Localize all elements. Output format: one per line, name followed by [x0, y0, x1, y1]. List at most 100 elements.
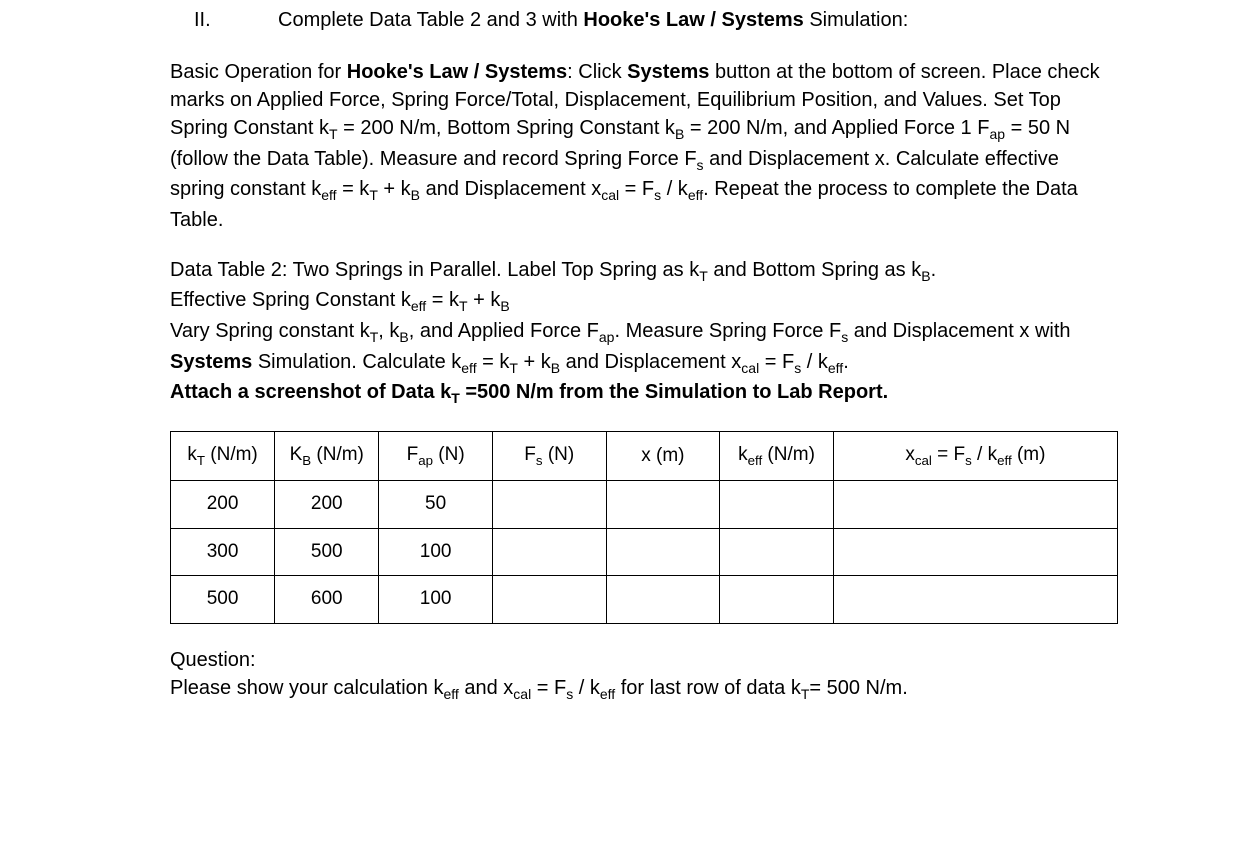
sub: cal: [601, 187, 619, 203]
sub: eff: [321, 187, 336, 203]
t: = k: [477, 351, 510, 373]
sub: T: [369, 187, 378, 203]
cell-kt: 300: [171, 528, 275, 576]
sub: T: [370, 329, 379, 345]
t: Systems: [627, 61, 709, 83]
t: (N): [433, 444, 465, 465]
sub: B: [551, 360, 560, 376]
t: Data Table 2: Two Springs in Parallel. L…: [170, 259, 699, 281]
t: = F: [531, 677, 566, 699]
sub: eff: [461, 360, 476, 376]
t: + k: [468, 289, 501, 311]
t: F: [407, 444, 419, 465]
t: Basic Operation for: [170, 61, 347, 83]
section-title: Complete Data Table 2 and 3 with Hooke's…: [278, 6, 908, 34]
sub: s: [536, 453, 543, 468]
t: / k: [801, 351, 828, 373]
cell-fap: 50: [379, 481, 493, 529]
t: = 500 N/m.: [809, 677, 907, 699]
t: Hooke's Law / Systems: [347, 61, 567, 83]
sub: eff: [600, 686, 615, 702]
sub: B: [921, 268, 930, 284]
table-row: 300 500 100: [171, 528, 1118, 576]
cell-kt: 200: [171, 481, 275, 529]
sub: eff: [688, 187, 703, 203]
title-pre: Complete Data Table 2 and 3 with: [278, 9, 583, 31]
cell-x: [606, 576, 720, 624]
col-header-kb: KB (N/m): [275, 431, 379, 480]
t: + k: [518, 351, 551, 373]
sub: s: [697, 157, 704, 173]
t: for last row of data k: [615, 677, 801, 699]
t: / k: [661, 178, 688, 200]
table-body: 200 200 50 300 500 100 500 600 100: [171, 481, 1118, 624]
t: = F: [759, 351, 794, 373]
sub: eff: [828, 360, 843, 376]
t: Simulation. Calculate k: [252, 351, 461, 373]
question-block: Question: Please show your calculation k…: [170, 646, 1118, 705]
t: Please show your calculation k: [170, 677, 443, 699]
t: = 200 N/m, Bottom Spring Constant k: [338, 117, 675, 139]
section-header: II. Complete Data Table 2 and 3 with Hoo…: [170, 6, 1118, 34]
data-table-2: kT (N/m) KB (N/m) Fap (N) Fs (N) x (m) k…: [170, 431, 1118, 624]
paragraph-data-table-2: Data Table 2: Two Springs in Parallel. L…: [170, 256, 1118, 409]
cell-fap: 100: [379, 576, 493, 624]
t: = k: [337, 178, 370, 200]
cell-xcal: [833, 576, 1117, 624]
t: and Displacement x with: [848, 320, 1070, 342]
t: , k: [378, 320, 399, 342]
t: F: [524, 444, 536, 465]
cell-fs: [492, 481, 606, 529]
sub: B: [500, 298, 509, 314]
question-label: Question:: [170, 649, 256, 671]
sub: T: [451, 390, 460, 406]
t: , and Applied Force F: [409, 320, 599, 342]
cell-kb: 200: [275, 481, 379, 529]
sub: cal: [915, 453, 932, 468]
t: x: [905, 444, 915, 465]
col-header-x: x (m): [606, 431, 720, 480]
table-header-row: kT (N/m) KB (N/m) Fap (N) Fs (N) x (m) k…: [171, 431, 1118, 480]
sub: T: [329, 126, 338, 142]
t: = F: [932, 444, 965, 465]
sub: T: [459, 298, 468, 314]
cell-kb: 600: [275, 576, 379, 624]
sub: B: [675, 126, 684, 142]
cell-kb: 500: [275, 528, 379, 576]
col-header-fs: Fs (N): [492, 431, 606, 480]
t: (N/m): [205, 444, 258, 465]
col-header-kt: kT (N/m): [171, 431, 275, 480]
t: .: [843, 351, 849, 373]
t: / k: [972, 444, 997, 465]
sub: eff: [443, 686, 458, 702]
sub: eff: [748, 453, 763, 468]
sub: s: [965, 453, 972, 468]
sub: T: [699, 268, 708, 284]
sub: B: [399, 329, 408, 345]
t: Effective Spring Constant k: [170, 289, 411, 311]
title-bold: Hooke's Law / Systems: [583, 9, 803, 31]
sub: B: [411, 187, 420, 203]
cell-xcal: [833, 481, 1117, 529]
cell-x: [606, 528, 720, 576]
sub: cal: [513, 686, 531, 702]
t: (N/m): [762, 444, 815, 465]
table-row: 200 200 50: [171, 481, 1118, 529]
t: k: [187, 444, 197, 465]
roman-numeral: II.: [194, 6, 242, 34]
cell-keff: [720, 481, 834, 529]
title-post: Simulation:: [804, 9, 909, 31]
sub: eff: [997, 453, 1012, 468]
cell-fap: 100: [379, 528, 493, 576]
t: =500 N/m from the Simulation to Lab Repo…: [460, 381, 888, 403]
cell-keff: [720, 576, 834, 624]
sub: B: [302, 453, 311, 468]
t: and Displacement x: [420, 178, 601, 200]
document-page: II. Complete Data Table 2 and 3 with Hoo…: [0, 0, 1248, 864]
t: / k: [573, 677, 600, 699]
sub: T: [197, 453, 205, 468]
sub: cal: [741, 360, 759, 376]
t: Attach a screenshot of Data k: [170, 381, 451, 403]
t: : Click: [567, 61, 627, 83]
t: . Measure Spring Force F: [614, 320, 841, 342]
